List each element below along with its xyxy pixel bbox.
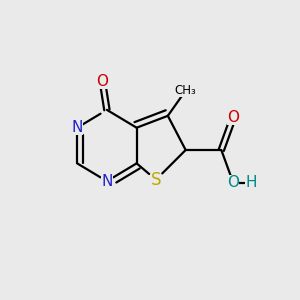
Text: N: N: [71, 120, 83, 135]
Text: O: O: [227, 110, 239, 125]
Text: S: S: [151, 171, 161, 189]
Text: O: O: [96, 74, 108, 89]
Text: N: N: [101, 174, 112, 189]
Text: O: O: [227, 175, 239, 190]
Text: H: H: [245, 175, 257, 190]
Text: CH₃: CH₃: [175, 84, 196, 97]
